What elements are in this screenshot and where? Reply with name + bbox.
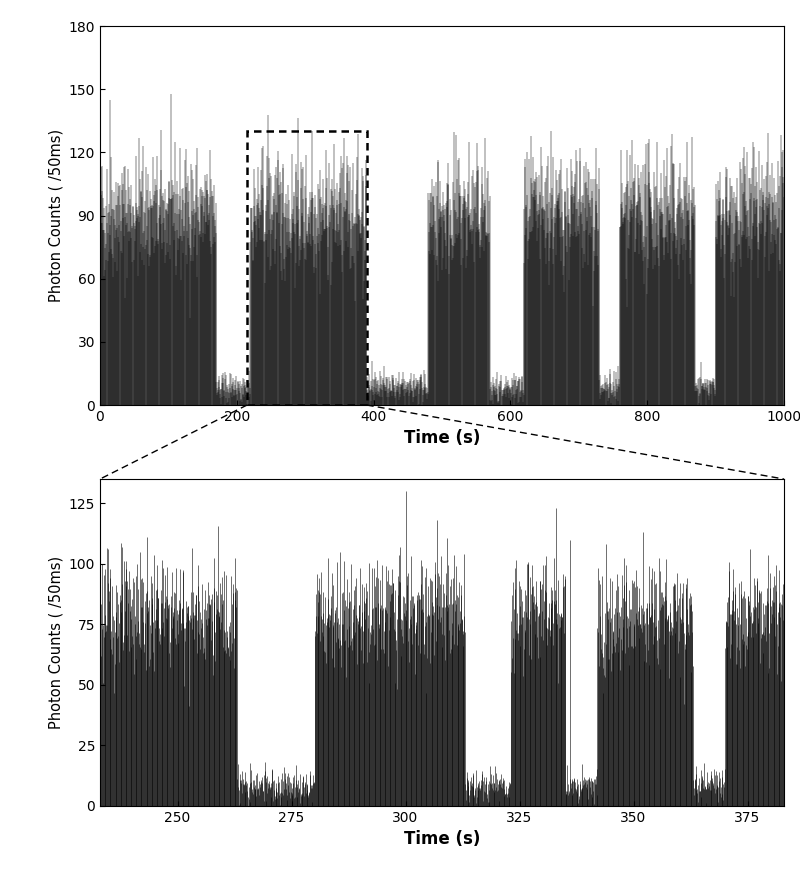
Y-axis label: Photon Counts ( /50ms): Photon Counts ( /50ms) (48, 556, 63, 729)
X-axis label: Time (s): Time (s) (404, 830, 480, 848)
X-axis label: Time (s): Time (s) (404, 429, 480, 448)
Y-axis label: Photon Counts ( /50ms): Photon Counts ( /50ms) (48, 129, 63, 302)
Bar (247, 132, 366, 405)
